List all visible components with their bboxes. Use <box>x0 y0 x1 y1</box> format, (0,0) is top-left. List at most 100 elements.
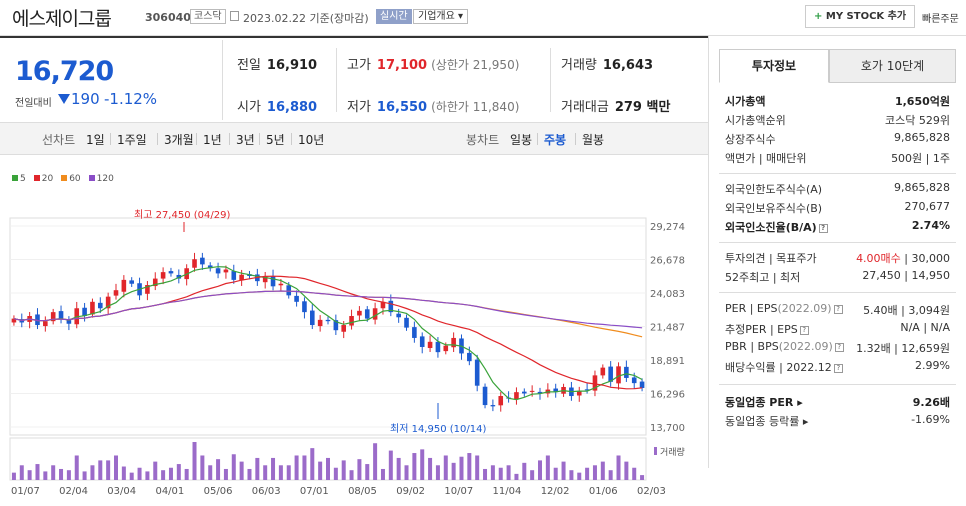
candle-body <box>490 405 496 407</box>
candle-body <box>294 295 299 302</box>
volume-bar <box>624 461 629 480</box>
tab-orderbook[interactable]: 호가 10단계 <box>829 49 956 83</box>
stock-code: 306040 <box>145 11 191 24</box>
foreign-limit-row: 외국인한도주식수(A) 9,865,828 <box>725 181 950 196</box>
volume-bar <box>247 468 252 480</box>
volume-bar <box>451 462 456 480</box>
candle-body <box>553 388 559 393</box>
foreign-hold-row: 외국인보유주식수(B) 270,677 <box>725 200 950 215</box>
volume-bar <box>286 465 291 480</box>
line-chart-label: 선차트 <box>42 133 76 147</box>
volume-bar <box>585 467 590 480</box>
candle-body <box>372 308 378 320</box>
volume-bar <box>310 448 315 480</box>
volume-bar <box>176 464 181 480</box>
help-icon[interactable]: ? <box>799 325 809 335</box>
candle-body <box>576 390 582 396</box>
candle-body <box>11 318 17 323</box>
change-value: 190 <box>58 90 100 108</box>
quick-order-link[interactable]: 빠른주문 <box>922 14 959 25</box>
candle-body <box>145 285 150 294</box>
x-tick: 03/04 <box>107 486 136 497</box>
candle-3[interactable]: 월봉 <box>582 133 605 147</box>
tab-invest-info[interactable]: 투자정보 <box>719 49 829 83</box>
ma-line-120 <box>13 290 643 329</box>
period-4[interactable]: 1년 <box>203 133 222 147</box>
current-price: 16,720 <box>15 56 114 87</box>
help-icon[interactable]: ? <box>834 342 844 352</box>
x-tick: 06/03 <box>252 486 281 497</box>
candle-body <box>82 307 87 317</box>
volume-bar <box>161 470 166 480</box>
period-1[interactable]: 1일 <box>86 133 105 147</box>
industry-per-row: 동일업종 PER ▸ 9.26배 <box>725 396 950 409</box>
candle-body <box>97 302 103 309</box>
candle-body <box>152 278 158 287</box>
high-price: 고가 17,100 (상한가 21,950) <box>347 58 520 73</box>
volume-bar <box>192 442 197 480</box>
x-tick: 07/01 <box>300 486 329 497</box>
help-icon[interactable]: ? <box>833 304 843 314</box>
x-tick: 01/06 <box>589 486 618 497</box>
volume-bar <box>569 470 574 480</box>
candle-body <box>325 319 331 322</box>
volume-bar <box>420 449 425 480</box>
candle-2[interactable]: 주봉 <box>544 133 567 147</box>
candle-1[interactable]: 일봉 <box>510 133 533 147</box>
volume-bar <box>271 457 276 480</box>
candle-body <box>58 311 64 319</box>
period-5[interactable]: 3년 <box>236 133 255 147</box>
period-3[interactable]: 3개월 <box>164 133 194 147</box>
volume-bar <box>435 465 440 480</box>
volume-bar <box>145 471 150 480</box>
help-icon[interactable]: ? <box>833 363 843 373</box>
company-overview-dropdown[interactable]: 기업개요 ▾ <box>413 9 469 24</box>
volume-bar <box>600 461 605 480</box>
realtime-button[interactable]: 실시간 <box>376 9 412 24</box>
help-icon[interactable]: ? <box>818 223 828 233</box>
volume-bar <box>153 461 158 480</box>
candle-chart-label: 봉차트 <box>466 133 500 147</box>
change-percent: -1.12% <box>104 90 158 108</box>
candle-body <box>286 285 292 296</box>
period-7[interactable]: 10년 <box>298 133 325 147</box>
candle-body <box>388 300 394 313</box>
mcap-row: 시가총액 1,650억원 <box>725 95 950 108</box>
volume-bar <box>90 465 95 480</box>
mystock-add-button[interactable]: + MY STOCK 추가 <box>805 5 916 28</box>
period-2[interactable]: 1주일 <box>117 133 147 147</box>
volume-bar <box>514 473 519 480</box>
candle-body <box>435 341 441 353</box>
calendar-icon <box>230 11 239 21</box>
volume-bar <box>231 454 236 480</box>
volume-bar <box>506 465 511 480</box>
y-tick: 18,891 <box>650 356 685 367</box>
candle-body <box>333 320 339 331</box>
volume-bar <box>129 472 134 480</box>
volume-bar <box>208 465 213 480</box>
volume-bar <box>608 470 613 480</box>
current-price-box: 16,720 전일대비 190 -1.12% <box>0 40 222 120</box>
candle-body <box>121 279 127 292</box>
candle-body <box>467 352 472 362</box>
volume-bar <box>168 467 173 480</box>
candle-body <box>600 367 606 376</box>
candle-body <box>200 257 205 265</box>
foreign-ratio-row: 외국인소진율(B/A)? 2.74% <box>725 219 950 234</box>
volume-bar <box>255 457 260 480</box>
candle-body <box>412 327 417 338</box>
candle-body <box>231 271 237 280</box>
candle-body <box>639 381 645 389</box>
y-tick: 24,083 <box>650 289 685 300</box>
candle-body <box>302 301 307 313</box>
candle-body <box>270 275 276 287</box>
x-tick: 02/03 <box>637 486 666 497</box>
period-6[interactable]: 5년 <box>266 133 285 147</box>
price-chart: 29,274 26,678 24,083 21,487 18,891 16,296 13,7… <box>9 209 685 497</box>
volume-bar <box>216 459 221 480</box>
candle-body <box>160 272 166 279</box>
change-label: 전일대비 <box>15 98 52 109</box>
volume-bar <box>11 472 16 480</box>
down-arrow-icon <box>58 94 70 104</box>
market-cap-section: 시가총액 1,650억원 시가총액순위 코스닥 529위 상장주식수 9,865,82… <box>719 91 956 167</box>
